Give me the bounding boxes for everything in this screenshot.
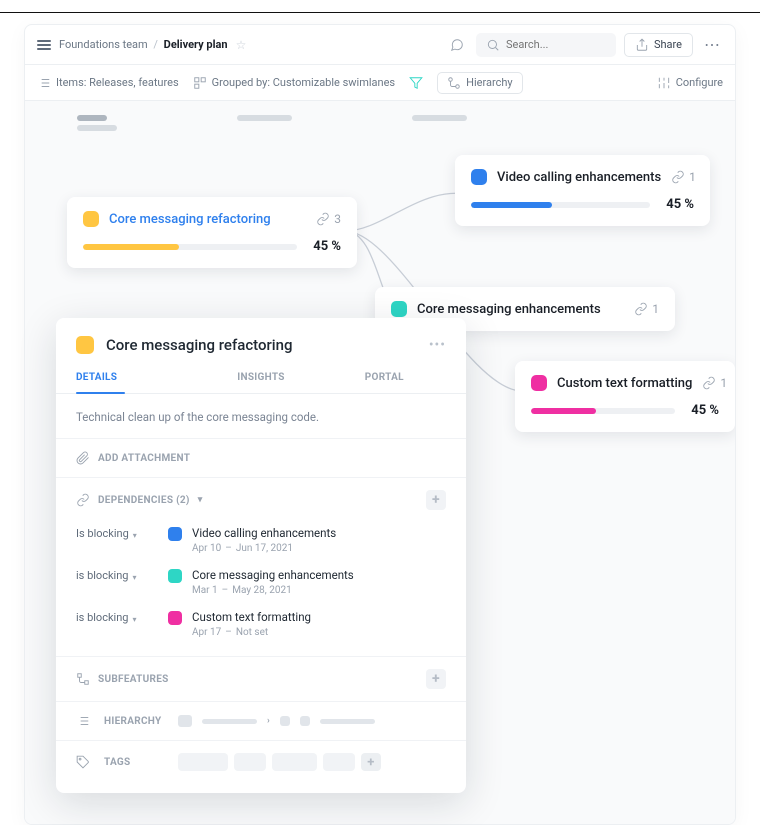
search-icon [486, 38, 500, 52]
dependency-row[interactable]: is blocking ▾ Core messaging enhancements… [76, 560, 446, 602]
dep-relation[interactable]: is blocking ▾ [76, 610, 154, 638]
node-swatch [471, 169, 487, 185]
dep-swatch [168, 569, 182, 583]
link-icon [316, 212, 330, 226]
toolbar-hierarchy[interactable]: Hierarchy [437, 72, 523, 94]
section-attachment[interactable]: ADD ATTACHMENT [56, 438, 466, 477]
menu-icon[interactable] [37, 40, 51, 50]
breadcrumb-parent[interactable]: Foundations team [59, 38, 148, 51]
subfeature-icon [76, 672, 90, 686]
node-links[interactable]: 1 [671, 170, 696, 184]
dependency-row[interactable]: Is blocking ▾ Video calling enhancements A… [76, 518, 446, 560]
dependencies-list: Is blocking ▾ Video calling enhancements A… [76, 518, 446, 644]
panel-more-icon[interactable]: ••• [429, 337, 446, 353]
toolbar: Items: Releases, features Grouped by: Cu… [25, 65, 735, 101]
section-dependencies: DEPENDENCIES (2) ▾ + Is blocking ▾Video … [56, 477, 466, 656]
panel-title: Core messaging refactoring [106, 336, 417, 354]
section-tags: TAGS + [56, 740, 466, 783]
link-icon [702, 376, 716, 390]
tab-details[interactable]: DETAILS [76, 364, 199, 393]
progress-pct: 45 % [313, 239, 341, 254]
tags-placeholder: + [178, 753, 381, 771]
hierarchy-placeholder: › [178, 715, 375, 727]
progress-pct: 45 % [666, 197, 694, 212]
dep-name: Custom text formatting [192, 610, 311, 624]
dep-name: Core messaging enhancements [192, 568, 354, 582]
dep-name: Video calling enhancements [192, 526, 336, 540]
timeline-headers [77, 115, 467, 131]
node-title: Custom text formatting [557, 376, 692, 391]
toolbar-configure[interactable]: Configure [657, 76, 723, 90]
share-button[interactable]: Share [624, 33, 693, 57]
group-icon [193, 76, 207, 90]
node-swatch [83, 211, 99, 227]
panel-tabs: DETAILS INSIGHTS PORTAL [56, 364, 466, 394]
add-subfeature-button[interactable]: + [426, 669, 446, 689]
paperclip-icon [76, 451, 90, 465]
toolbar-items[interactable]: Items: Releases, features [37, 76, 179, 90]
chevron-down-icon: ▾ [132, 615, 136, 624]
star-icon[interactable]: ☆ [236, 38, 247, 52]
node-links[interactable]: 1 [634, 302, 659, 316]
section-hierarchy: HIERARCHY › [56, 701, 466, 740]
node-core-refactoring[interactable]: Core messaging refactoring 3 45 % [67, 197, 357, 268]
add-tag-button[interactable]: + [361, 753, 381, 771]
filter-icon [409, 76, 423, 90]
panel-swatch [76, 336, 94, 354]
node-links[interactable]: 1 [702, 376, 727, 390]
chevron-down-icon[interactable]: ▾ [198, 495, 203, 505]
more-icon[interactable]: ⋯ [701, 34, 723, 56]
sliders-icon [657, 76, 671, 90]
node-title: Core messaging refactoring [109, 212, 306, 227]
share-icon [635, 38, 649, 52]
toolbar-grouped[interactable]: Grouped by: Customizable swimlanes [193, 76, 395, 90]
list-icon [37, 76, 51, 90]
chevron-down-icon: ▾ [133, 531, 137, 540]
toolbar-filter[interactable] [409, 76, 423, 90]
add-dependency-button[interactable]: + [426, 490, 446, 510]
search-field[interactable] [476, 33, 616, 57]
breadcrumb: Foundations team / Delivery plan [59, 38, 228, 51]
node-title: Video calling enhancements [497, 170, 661, 185]
hierarchy-icon [76, 714, 90, 728]
tag-icon [76, 755, 90, 769]
progress-pct: 45 % [691, 403, 719, 418]
dep-relation[interactable]: is blocking ▾ [76, 568, 154, 596]
dep-swatch [168, 527, 182, 541]
tab-portal[interactable]: PORTAL [323, 364, 446, 393]
link-icon [634, 302, 648, 316]
node-swatch [531, 375, 547, 391]
node-links[interactable]: 3 [316, 212, 341, 226]
search-input[interactable] [506, 38, 606, 51]
link-icon [671, 170, 685, 184]
dep-dates: Apr 17–Not set [192, 627, 311, 638]
chevron-down-icon: ▾ [132, 573, 136, 582]
node-swatch [391, 301, 407, 317]
node-video-calling[interactable]: Video calling enhancements 1 45 % [455, 155, 710, 226]
hierarchy-icon [447, 76, 461, 90]
section-subfeatures: SUBFEATURES + [56, 656, 466, 701]
details-panel: Core messaging refactoring ••• DETAILS I… [56, 318, 466, 793]
header-bar: Foundations team / Delivery plan ☆ Share… [25, 25, 735, 65]
comment-icon[interactable] [446, 34, 468, 56]
dep-relation[interactable]: Is blocking ▾ [76, 526, 154, 554]
panel-description: Technical clean up of the core messaging… [56, 394, 466, 438]
dep-dates: Mar 1–May 28, 2021 [192, 585, 354, 596]
link-icon [76, 493, 90, 507]
dep-swatch [168, 611, 182, 625]
dependency-row[interactable]: is blocking ▾ Custom text formatting Apr 1… [76, 602, 446, 644]
dep-dates: Apr 10–Jun 17, 2021 [192, 543, 336, 554]
breadcrumb-current[interactable]: Delivery plan [164, 38, 228, 51]
node-title: Core messaging enhancements [417, 302, 624, 317]
node-custom-text[interactable]: Custom text formatting 1 45 % [515, 361, 735, 432]
tab-insights[interactable]: INSIGHTS [199, 364, 322, 393]
